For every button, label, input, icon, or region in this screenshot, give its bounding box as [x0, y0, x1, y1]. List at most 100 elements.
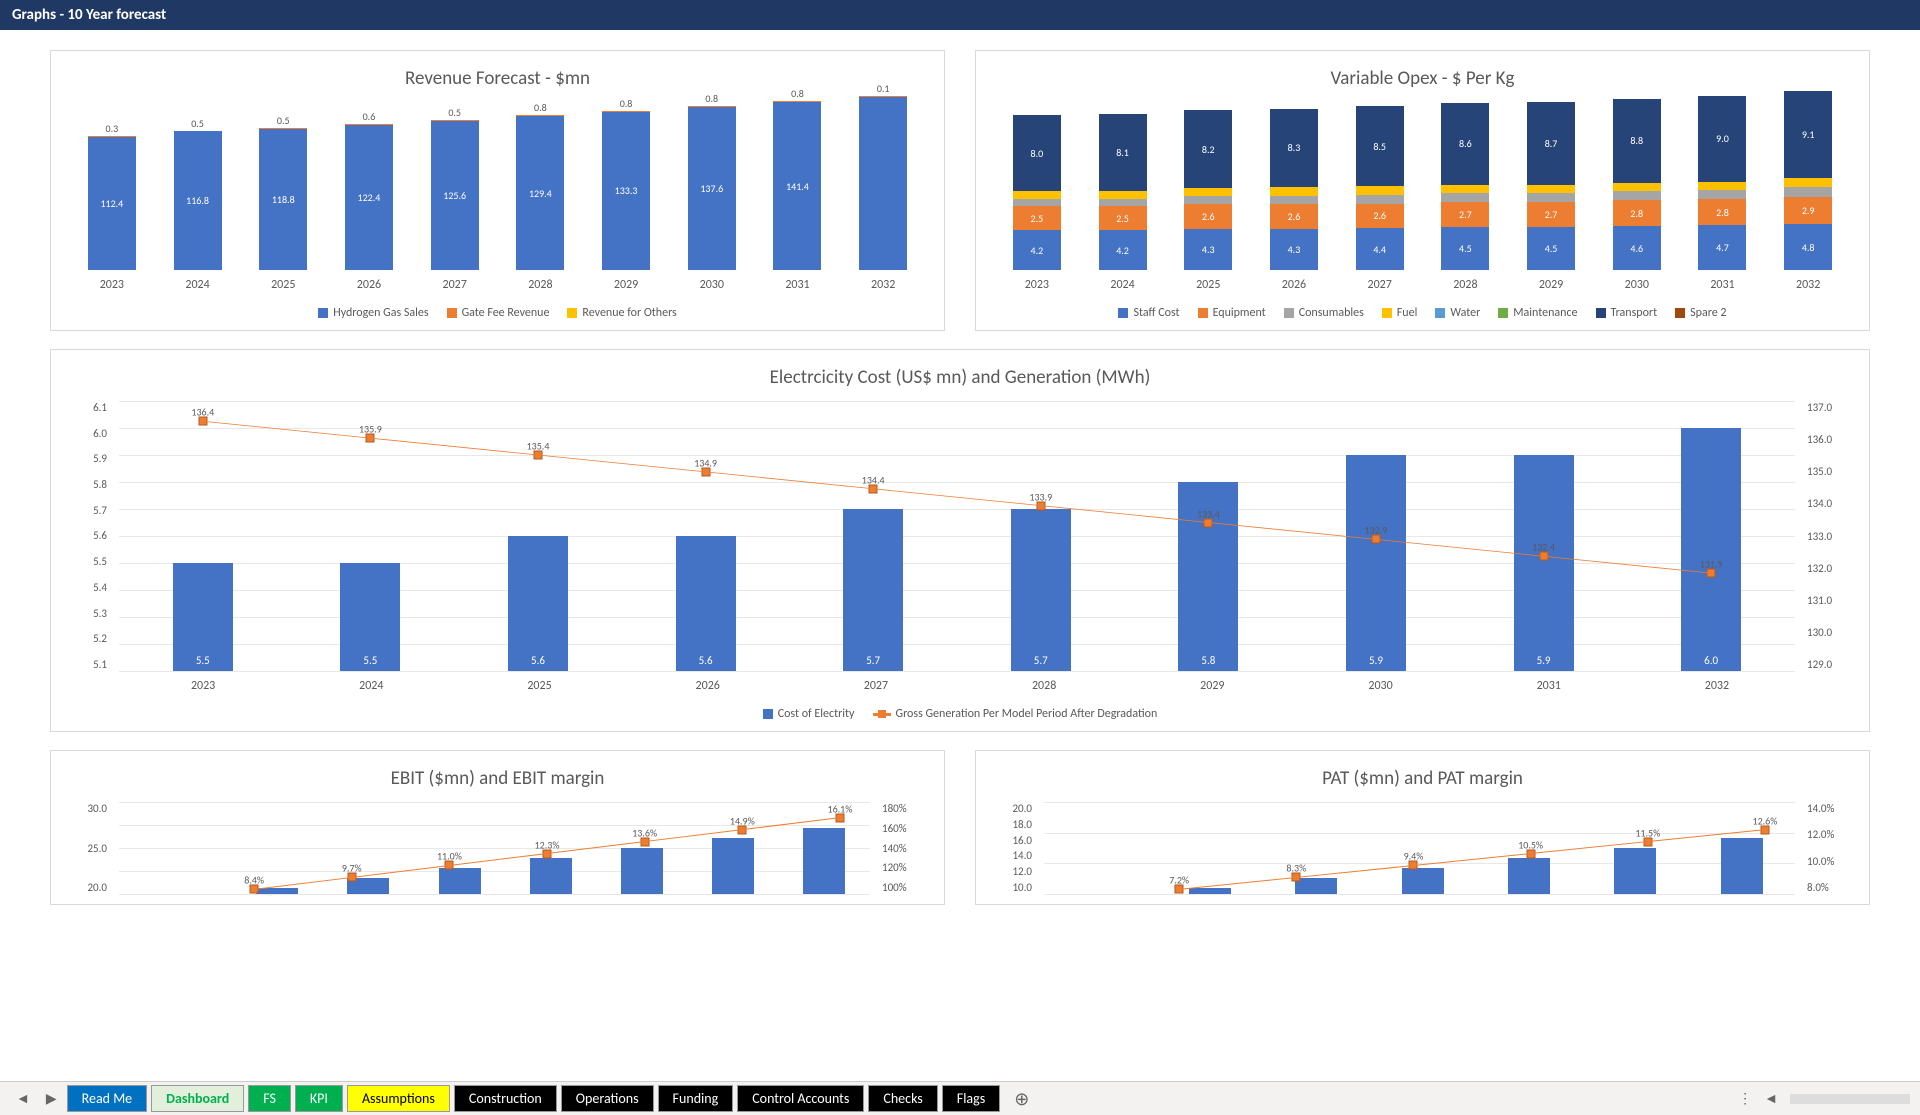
- bar-segment: 2.7: [1527, 202, 1575, 228]
- tab-list: Read MeDashboardFSKPIAssumptionsConstruc…: [67, 1085, 1001, 1112]
- pat-chart-panel: PAT ($mn) and PAT margin 20.018.016.014.…: [975, 750, 1870, 905]
- x-axis-label: 2023: [119, 679, 287, 693]
- x-axis-label: 2028: [1453, 278, 1477, 292]
- x-axis-label: 2029: [1539, 278, 1563, 292]
- sheet-tab-funding[interactable]: Funding: [658, 1085, 734, 1112]
- revenue-chart-panel: Revenue Forecast - $mn 112.40.32023116.8…: [50, 50, 945, 331]
- legend-item: Fuel: [1382, 306, 1418, 320]
- bar-segment: [1441, 185, 1489, 194]
- tab-scroll-controls[interactable]: ⋮◄: [1738, 1090, 1910, 1107]
- ebit-chart-panel: EBIT ($mn) and EBIT margin 30.025.020.01…: [50, 750, 945, 905]
- x-axis-label: 2027: [792, 679, 960, 693]
- bar-segment: 133.3: [602, 112, 650, 270]
- sheet-tab-control-accounts[interactable]: Control Accounts: [737, 1085, 864, 1112]
- bar-segment: [1441, 193, 1489, 202]
- bar-segment: 4.2: [1013, 230, 1061, 270]
- dashboard-content: Revenue Forecast - $mn 112.40.32023116.8…: [0, 30, 1920, 905]
- bar-segment: [1356, 195, 1404, 204]
- x-axis-label: 2031: [785, 278, 809, 292]
- tab-nav-next[interactable]: ▶: [40, 1090, 63, 1107]
- bar-segment: 2.9: [1784, 197, 1832, 225]
- pat-chart: 20.018.016.014.012.010.014.0%12.0%10.0%8…: [1004, 802, 1841, 894]
- bar-segment: [1013, 191, 1061, 199]
- bar-segment: 4.8: [1784, 224, 1832, 270]
- bar-segment: [1270, 196, 1318, 205]
- x-axis-label: 2027: [1368, 278, 1392, 292]
- electricity-legend: Cost of Electrity Gross Generation Per Mo…: [69, 707, 1851, 721]
- bar-segment: [1527, 193, 1575, 202]
- x-axis-label: 2023: [100, 278, 124, 292]
- new-sheet-button[interactable]: ⊕: [1004, 1088, 1039, 1110]
- legend-item: Hydrogen Gas Sales: [318, 306, 428, 320]
- opex-chart: 4.22.58.020234.22.58.120244.32.68.220254…: [994, 102, 1851, 292]
- ebit-chart: 30.025.020.0180%160%140%120%100%8.4%9.7%…: [79, 802, 916, 894]
- bar-segment: 8.3: [1270, 109, 1318, 188]
- bar-segment: 2.8: [1613, 200, 1661, 227]
- legend-item: Revenue for Others: [567, 306, 676, 320]
- bar-segment: 9.0: [1698, 96, 1746, 182]
- revenue-legend: Hydrogen Gas Sales Gate Fee Revenue Revenu…: [69, 306, 926, 320]
- legend-item: Gross Generation Per Model Period After …: [873, 707, 1158, 721]
- electricity-chart-panel: Electrcicity Cost (US$ mn) and Generatio…: [50, 349, 1870, 732]
- bar-segment: [1099, 199, 1147, 207]
- bar-segment: [1527, 185, 1575, 194]
- x-axis-label: 2024: [1110, 278, 1134, 292]
- bar-segment: [859, 97, 907, 270]
- opex-legend: Staff CostEquipmentConsumablesFuelWaterM…: [994, 306, 1851, 320]
- x-axis-label: 2027: [443, 278, 467, 292]
- sheet-tab-dashboard[interactable]: Dashboard: [151, 1085, 244, 1112]
- pat-chart-title: PAT ($mn) and PAT margin: [994, 767, 1851, 790]
- bar-segment: 2.5: [1013, 206, 1061, 230]
- bar-segment: [1613, 183, 1661, 192]
- title-bar: Graphs - 10 Year forecast: [0, 0, 1920, 30]
- sheet-tab-assumptions[interactable]: Assumptions: [347, 1085, 450, 1112]
- legend-item: Gate Fee Revenue: [447, 306, 550, 320]
- bar-segment: 8.2: [1184, 110, 1232, 188]
- tab-nav-prev[interactable]: ◄: [10, 1090, 36, 1107]
- bar-segment: 8.0: [1013, 115, 1061, 191]
- bar-segment: 4.7: [1698, 225, 1746, 270]
- bar-segment: [1613, 191, 1661, 200]
- opex-chart-panel: Variable Opex - $ Per Kg 4.22.58.020234.…: [975, 50, 1870, 331]
- bar-segment: 141.4: [773, 102, 821, 270]
- x-axis-label: 2031: [1465, 679, 1633, 693]
- bar-segment: 8.5: [1356, 106, 1404, 187]
- bar-segment: 4.6: [1613, 226, 1661, 270]
- legend-item: Transport: [1596, 306, 1658, 320]
- bar-segment: 2.8: [1698, 199, 1746, 226]
- x-axis-label: 2029: [1128, 679, 1296, 693]
- bar-segment: [1270, 187, 1318, 196]
- x-axis-label: 2030: [700, 278, 724, 292]
- sheet-tab-flags[interactable]: Flags: [942, 1085, 1000, 1112]
- legend-item: Staff Cost: [1118, 306, 1179, 320]
- sheet-tab-operations[interactable]: Operations: [561, 1085, 654, 1112]
- bar-segment: 118.8: [259, 129, 307, 270]
- revenue-chart: 112.40.32023116.80.52024118.80.52025122.…: [69, 102, 926, 292]
- sheet-tab-read-me[interactable]: Read Me: [67, 1085, 147, 1112]
- bar-segment: [1784, 187, 1832, 197]
- bar-segment: 112.4: [88, 137, 136, 270]
- x-axis-label: 2026: [357, 278, 381, 292]
- x-axis-label: 2032: [871, 278, 895, 292]
- x-axis-label: 2026: [624, 679, 792, 693]
- x-axis-label: 2025: [455, 679, 623, 693]
- legend-item: Water: [1435, 306, 1480, 320]
- bar-segment: [1099, 191, 1147, 199]
- bar-segment: 125.6: [431, 121, 479, 270]
- sheet-tab-construction[interactable]: Construction: [454, 1085, 557, 1112]
- x-axis-label: 2025: [271, 278, 295, 292]
- sheet-tab-checks[interactable]: Checks: [868, 1085, 937, 1112]
- sheet-tab-kpi[interactable]: KPI: [295, 1085, 343, 1112]
- legend-item: Maintenance: [1498, 306, 1577, 320]
- bar-segment: 122.4: [345, 125, 393, 270]
- legend-item: Spare 2: [1675, 306, 1726, 320]
- legend-item: Cost of Electrity: [763, 707, 855, 721]
- sheet-tab-fs[interactable]: FS: [248, 1085, 291, 1112]
- bar-segment: [1184, 196, 1232, 205]
- bar-segment: 8.6: [1441, 103, 1489, 185]
- opex-chart-title: Variable Opex - $ Per Kg: [994, 67, 1851, 90]
- x-axis-label: 2029: [614, 278, 638, 292]
- x-axis-label: 2025: [1196, 278, 1220, 292]
- x-axis-label: 2030: [1625, 278, 1649, 292]
- bar-segment: 116.8: [174, 131, 222, 270]
